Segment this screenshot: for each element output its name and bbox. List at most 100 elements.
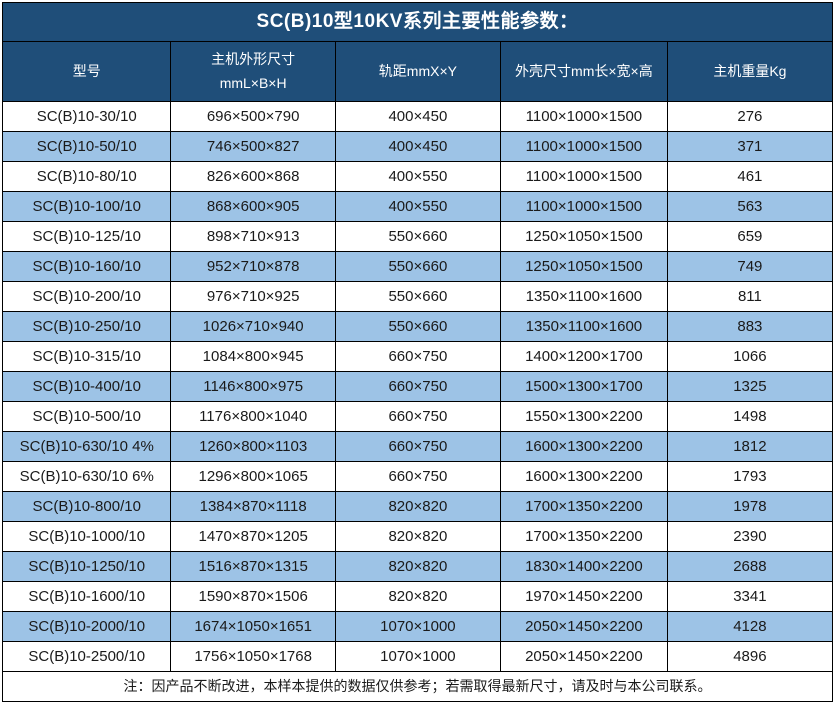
cell-model: SC(B)10-1000/10 bbox=[1, 521, 172, 552]
footer-note: 注：因产品不断改进，本样本提供的数据仅供参考；若需取得最新尺寸，请及时与本公司联… bbox=[2, 671, 833, 702]
table-row: SC(B)10-1250/10 1516×870×1315 820×820 1830×… bbox=[1, 551, 834, 582]
cell-shell-dimensions: 1100×1000×1500 bbox=[499, 101, 668, 132]
cell-weight: 1793 bbox=[666, 461, 834, 492]
cell-rail-gauge: 660×750 bbox=[334, 341, 501, 372]
cell-rail-gauge: 550×660 bbox=[334, 311, 501, 342]
table-row: SC(B)10-100/10 868×600×905 400×550 1100×100… bbox=[1, 191, 834, 222]
cell-shell-dimensions: 1600×1300×2200 bbox=[499, 431, 668, 462]
cell-weight: 1978 bbox=[666, 491, 834, 522]
cell-shell-dimensions: 1970×1450×2200 bbox=[499, 581, 668, 612]
table-row: SC(B)10-315/10 1084×800×945 660×750 1400×12… bbox=[1, 341, 834, 372]
cell-shell-dimensions: 2050×1450×2200 bbox=[499, 641, 668, 672]
cell-weight: 1812 bbox=[666, 431, 834, 462]
cell-shell-dimensions: 1100×1000×1500 bbox=[499, 161, 668, 192]
cell-model: SC(B)10-630/10 6% bbox=[1, 461, 172, 492]
cell-host-dimensions: 696×500×790 bbox=[170, 101, 336, 132]
cell-rail-gauge: 400×550 bbox=[334, 161, 501, 192]
cell-shell-dimensions: 1500×1300×1700 bbox=[499, 371, 668, 402]
cell-model: SC(B)10-1250/10 bbox=[1, 551, 172, 582]
cell-weight: 4128 bbox=[666, 611, 834, 642]
cell-host-dimensions: 1470×870×1205 bbox=[170, 521, 336, 552]
cell-weight: 371 bbox=[666, 131, 834, 162]
cell-rail-gauge: 660×750 bbox=[334, 371, 501, 402]
cell-model: SC(B)10-80/10 bbox=[1, 161, 172, 192]
cell-rail-gauge: 660×750 bbox=[334, 401, 501, 432]
header-host-dimensions: 主机外形尺寸 mmL×B×H bbox=[170, 41, 336, 102]
table-row: SC(B)10-800/10 1384×870×1118 820×820 1700×1… bbox=[1, 491, 834, 522]
cell-host-dimensions: 1384×870×1118 bbox=[170, 491, 336, 522]
cell-shell-dimensions: 1250×1050×1500 bbox=[499, 251, 668, 282]
cell-shell-dimensions: 1830×1400×2200 bbox=[499, 551, 668, 582]
cell-weight: 811 bbox=[666, 281, 834, 312]
cell-rail-gauge: 1070×1000 bbox=[334, 641, 501, 672]
table-row: SC(B)10-160/10 952×710×878 550×660 1250×105… bbox=[1, 251, 834, 282]
table-row: SC(B)10-630/10 4% 1260×800×1103 660×750 160… bbox=[1, 431, 834, 462]
table-row: SC(B)10-80/10 826×600×868 400×550 1100×1000… bbox=[1, 161, 834, 192]
cell-shell-dimensions: 1550×1300×2200 bbox=[499, 401, 668, 432]
cell-weight: 563 bbox=[666, 191, 834, 222]
cell-rail-gauge: 1070×1000 bbox=[334, 611, 501, 642]
cell-host-dimensions: 746×500×827 bbox=[170, 131, 336, 162]
cell-weight: 276 bbox=[666, 101, 834, 132]
cell-rail-gauge: 550×660 bbox=[334, 251, 501, 282]
cell-weight: 2390 bbox=[666, 521, 834, 552]
cell-model: SC(B)10-2000/10 bbox=[1, 611, 172, 642]
table-row: SC(B)10-2000/10 1674×1050×1651 1070×1000 20… bbox=[1, 611, 834, 642]
cell-host-dimensions: 1296×800×1065 bbox=[170, 461, 336, 492]
cell-host-dimensions: 1260×800×1103 bbox=[170, 431, 336, 462]
cell-weight: 1498 bbox=[666, 401, 834, 432]
cell-rail-gauge: 550×660 bbox=[334, 281, 501, 312]
cell-weight: 461 bbox=[666, 161, 834, 192]
cell-shell-dimensions: 1100×1000×1500 bbox=[499, 131, 668, 162]
header-model: 型号 bbox=[1, 41, 172, 102]
cell-model: SC(B)10-200/10 bbox=[1, 281, 172, 312]
cell-model: SC(B)10-500/10 bbox=[1, 401, 172, 432]
table-row: SC(B)10-125/10 898×710×913 550×660 1250×105… bbox=[1, 221, 834, 252]
table-row: SC(B)10-400/10 1146×800×975 660×750 1500×13… bbox=[1, 371, 834, 402]
spec-table: 型号 主机外形尺寸 mmL×B×H 轨距mmX×Y 外壳尺寸mm长×宽×高 主机重量Kg … bbox=[1, 41, 834, 672]
cell-rail-gauge: 660×750 bbox=[334, 431, 501, 462]
cell-model: SC(B)10-160/10 bbox=[1, 251, 172, 282]
cell-host-dimensions: 952×710×878 bbox=[170, 251, 336, 282]
cell-rail-gauge: 820×820 bbox=[334, 551, 501, 582]
cell-weight: 749 bbox=[666, 251, 834, 282]
table-body: SC(B)10-30/10 696×500×790 400×450 1100×1000… bbox=[1, 101, 834, 672]
cell-model: SC(B)10-630/10 4% bbox=[1, 431, 172, 462]
cell-model: SC(B)10-100/10 bbox=[1, 191, 172, 222]
cell-rail-gauge: 820×820 bbox=[334, 521, 501, 552]
cell-weight: 659 bbox=[666, 221, 834, 252]
cell-weight: 1325 bbox=[666, 371, 834, 402]
header-rail-gauge: 轨距mmX×Y bbox=[334, 41, 501, 102]
table-row: SC(B)10-250/10 1026×710×940 550×660 1350×11… bbox=[1, 311, 834, 342]
table-row: SC(B)10-30/10 696×500×790 400×450 1100×1000… bbox=[1, 101, 834, 132]
cell-shell-dimensions: 1400×1200×1700 bbox=[499, 341, 668, 372]
cell-shell-dimensions: 1350×1100×1600 bbox=[499, 311, 668, 342]
cell-rail-gauge: 400×450 bbox=[334, 131, 501, 162]
cell-host-dimensions: 868×600×905 bbox=[170, 191, 336, 222]
table-row: SC(B)10-50/10 746×500×827 400×450 1100×1000… bbox=[1, 131, 834, 162]
cell-host-dimensions: 898×710×913 bbox=[170, 221, 336, 252]
cell-shell-dimensions: 2050×1450×2200 bbox=[499, 611, 668, 642]
cell-host-dimensions: 1026×710×940 bbox=[170, 311, 336, 342]
cell-shell-dimensions: 1350×1100×1600 bbox=[499, 281, 668, 312]
cell-rail-gauge: 550×660 bbox=[334, 221, 501, 252]
cell-host-dimensions: 1176×800×1040 bbox=[170, 401, 336, 432]
cell-model: SC(B)10-800/10 bbox=[1, 491, 172, 522]
cell-model: SC(B)10-400/10 bbox=[1, 371, 172, 402]
cell-weight: 2688 bbox=[666, 551, 834, 582]
header-weight: 主机重量Kg bbox=[666, 41, 834, 102]
header-row: 型号 主机外形尺寸 mmL×B×H 轨距mmX×Y 外壳尺寸mm长×宽×高 主机重量Kg bbox=[1, 41, 834, 102]
table-row: SC(B)10-1600/10 1590×870×1506 820×820 1970×… bbox=[1, 581, 834, 612]
cell-host-dimensions: 976×710×925 bbox=[170, 281, 336, 312]
table-row: SC(B)10-630/10 6% 1296×800×1065 660×750 160… bbox=[1, 461, 834, 492]
cell-model: SC(B)10-30/10 bbox=[1, 101, 172, 132]
cell-rail-gauge: 400×450 bbox=[334, 101, 501, 132]
cell-shell-dimensions: 1600×1300×2200 bbox=[499, 461, 668, 492]
page-title: SC(B)10型10KV系列主要性能参数： bbox=[2, 2, 833, 42]
cell-model: SC(B)10-315/10 bbox=[1, 341, 172, 372]
cell-rail-gauge: 400×550 bbox=[334, 191, 501, 222]
header-shell-dimensions: 外壳尺寸mm长×宽×高 bbox=[499, 41, 668, 102]
table-row: SC(B)10-1000/10 1470×870×1205 820×820 1700×… bbox=[1, 521, 834, 552]
cell-weight: 1066 bbox=[666, 341, 834, 372]
cell-host-dimensions: 826×600×868 bbox=[170, 161, 336, 192]
